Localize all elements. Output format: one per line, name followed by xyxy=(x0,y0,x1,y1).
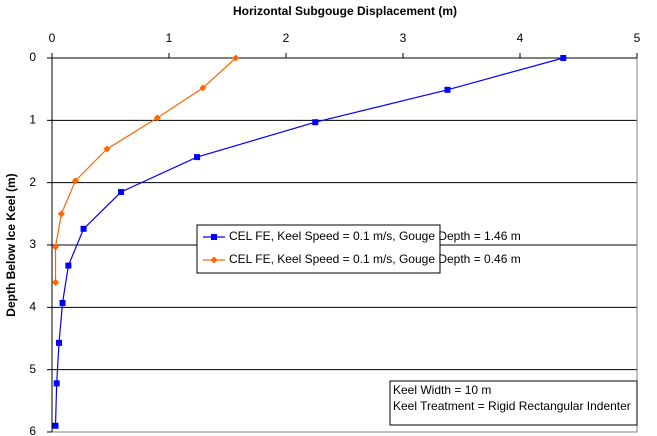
x-tick-label: 0 xyxy=(49,31,56,45)
marker xyxy=(103,145,111,153)
marker xyxy=(210,256,218,264)
y-tick-label: 3 xyxy=(29,237,36,251)
legend-label: CEL FE, Keel Speed = 0.1 m/s, Gouge Dept… xyxy=(229,252,521,266)
annotation: Keel Width = 10 m xyxy=(393,383,491,397)
marker xyxy=(53,380,60,387)
chart-title: Horizontal Subgouge Displacement (m) xyxy=(233,4,457,18)
marker xyxy=(65,262,72,269)
marker xyxy=(194,154,201,161)
y-tick-label: 2 xyxy=(29,175,36,189)
y-tick-label: 1 xyxy=(29,113,36,127)
marker xyxy=(71,177,79,185)
series-line xyxy=(54,57,237,283)
marker xyxy=(199,84,207,92)
y-tick-label: 5 xyxy=(29,362,36,376)
legend-box xyxy=(196,224,441,274)
y-axis-label: Depth Below Ice Keel (m) xyxy=(4,173,18,316)
marker xyxy=(232,54,240,62)
marker xyxy=(560,55,567,61)
y-tick-label: 0 xyxy=(29,50,36,64)
marker xyxy=(52,243,60,251)
marker xyxy=(56,339,63,346)
annotation-box xyxy=(389,380,638,426)
x-tick-label: 2 xyxy=(283,31,290,45)
legend-label: CEL FE, Keel Speed = 0.1 m/s, Gouge Dept… xyxy=(229,229,521,243)
marker xyxy=(80,225,87,232)
legend: CEL FE, Keel Speed = 0.1 m/s, Gouge Dept… xyxy=(196,224,521,274)
x-tick-label: 4 xyxy=(517,31,524,45)
marker xyxy=(59,299,66,306)
y-tick-label: 6 xyxy=(29,424,36,436)
marker xyxy=(118,189,125,196)
y-tick-label: 4 xyxy=(29,300,36,314)
marker xyxy=(211,234,217,240)
x-tick-label: 3 xyxy=(400,31,407,45)
marker xyxy=(52,278,60,286)
marker xyxy=(444,86,451,93)
x-tick-label: 5 xyxy=(634,31,641,45)
marker xyxy=(153,114,161,122)
annotation: Keel Treatment = Rigid Rectangular Inden… xyxy=(393,399,631,413)
x-tick-label: 1 xyxy=(166,31,173,45)
marker xyxy=(57,210,65,218)
marker xyxy=(312,119,319,126)
marker xyxy=(52,422,59,429)
